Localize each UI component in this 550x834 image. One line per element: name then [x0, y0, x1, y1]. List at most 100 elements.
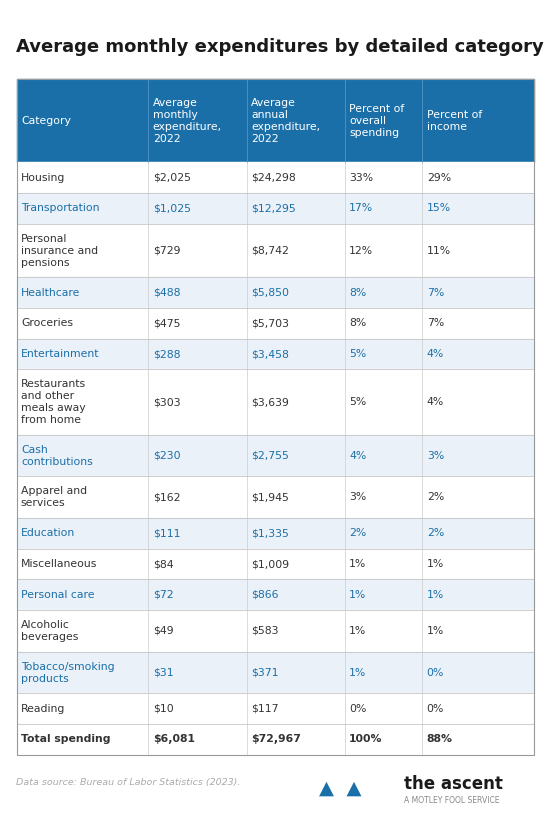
Text: 5%: 5%	[349, 397, 366, 407]
Bar	[16, 518, 534, 549]
Text: 3%: 3%	[427, 450, 444, 460]
Bar	[16, 224, 534, 278]
Bar	[16, 435, 534, 476]
Text: the ascent: the ascent	[404, 775, 503, 793]
Text: 4%: 4%	[427, 397, 444, 407]
Text: $3,639: $3,639	[251, 397, 289, 407]
Text: 7%: 7%	[427, 288, 444, 298]
Bar	[16, 369, 534, 435]
Text: $1,335: $1,335	[251, 529, 289, 539]
Text: Data source: Bureau of Labor Statistics (2023).: Data source: Bureau of Labor Statistics …	[16, 778, 241, 786]
Text: Restaurants
and other
meals away
from home: Restaurants and other meals away from ho…	[21, 379, 86, 425]
Text: $1,025: $1,025	[153, 203, 191, 214]
Text: $866: $866	[251, 590, 278, 600]
Bar	[16, 724, 534, 755]
Text: 88%: 88%	[427, 735, 453, 745]
Text: $488: $488	[153, 288, 180, 298]
Text: 0%: 0%	[349, 704, 366, 714]
Text: 33%: 33%	[349, 173, 373, 183]
Text: 5%: 5%	[349, 349, 366, 359]
Text: Apparel and
services: Apparel and services	[21, 486, 87, 508]
Text: 1%: 1%	[349, 667, 366, 677]
Text: Percent of
overall
spending: Percent of overall spending	[349, 103, 404, 138]
Text: $3,458: $3,458	[251, 349, 289, 359]
Text: Tobacco/smoking
products: Tobacco/smoking products	[21, 661, 114, 684]
Text: Category: Category	[21, 116, 71, 126]
Text: Reading: Reading	[21, 704, 65, 714]
Text: 100%: 100%	[349, 735, 383, 745]
Text: Education: Education	[21, 529, 75, 539]
Text: Personal
insurance and
pensions: Personal insurance and pensions	[21, 234, 98, 268]
Text: 0%: 0%	[427, 704, 444, 714]
Text: 8%: 8%	[349, 319, 366, 329]
Text: $371: $371	[251, 667, 278, 677]
Text: 29%: 29%	[427, 173, 451, 183]
Text: $2,025: $2,025	[153, 173, 191, 183]
Text: $10: $10	[153, 704, 173, 714]
Bar	[16, 308, 534, 339]
Text: 15%: 15%	[427, 203, 451, 214]
Bar	[16, 193, 534, 224]
Text: 7%: 7%	[427, 319, 444, 329]
Bar	[16, 580, 534, 610]
Text: $24,298: $24,298	[251, 173, 296, 183]
Text: $31: $31	[153, 667, 173, 677]
Text: Personal care: Personal care	[21, 590, 95, 600]
Text: $12,295: $12,295	[251, 203, 296, 214]
Text: 4%: 4%	[349, 450, 366, 460]
Bar	[16, 278, 534, 308]
Text: $288: $288	[153, 349, 180, 359]
Bar	[16, 79, 534, 755]
Text: Housing: Housing	[21, 173, 65, 183]
Text: $1,945: $1,945	[251, 492, 289, 502]
Text: $2,755: $2,755	[251, 450, 289, 460]
Text: 2%: 2%	[349, 529, 366, 539]
Text: $5,850: $5,850	[251, 288, 289, 298]
Text: 1%: 1%	[349, 559, 366, 569]
Text: 12%: 12%	[349, 245, 373, 255]
Text: $5,703: $5,703	[251, 319, 289, 329]
Text: Average
monthly
expenditure,
2022: Average monthly expenditure, 2022	[153, 98, 222, 143]
Text: Entertainment: Entertainment	[21, 349, 100, 359]
Text: 1%: 1%	[427, 559, 444, 569]
Bar	[16, 651, 534, 693]
Bar	[16, 339, 534, 369]
Text: ▲  ▲: ▲ ▲	[319, 779, 361, 798]
Text: $583: $583	[251, 626, 278, 636]
Text: Healthcare: Healthcare	[21, 288, 80, 298]
Text: $117: $117	[251, 704, 278, 714]
Text: 1%: 1%	[427, 626, 444, 636]
Text: 0%: 0%	[427, 667, 444, 677]
Text: 1%: 1%	[349, 590, 366, 600]
Text: Average
annual
expenditure,
2022: Average annual expenditure, 2022	[251, 98, 320, 143]
Bar	[16, 610, 534, 651]
Text: $6,081: $6,081	[153, 735, 195, 745]
Bar	[16, 693, 534, 724]
Text: Groceries: Groceries	[21, 319, 73, 329]
Text: Miscellaneous: Miscellaneous	[21, 559, 97, 569]
Text: $72: $72	[153, 590, 173, 600]
Text: 3%: 3%	[349, 492, 366, 502]
Bar	[16, 79, 534, 163]
Text: 1%: 1%	[427, 590, 444, 600]
Text: 4%: 4%	[427, 349, 444, 359]
Text: Percent of
income: Percent of income	[427, 110, 482, 132]
Text: $729: $729	[153, 245, 180, 255]
Text: $162: $162	[153, 492, 180, 502]
Text: 1%: 1%	[349, 626, 366, 636]
Text: $84: $84	[153, 559, 173, 569]
Text: $475: $475	[153, 319, 180, 329]
Bar	[16, 549, 534, 580]
Text: $8,742: $8,742	[251, 245, 289, 255]
Text: 2%: 2%	[427, 492, 444, 502]
Text: 8%: 8%	[349, 288, 366, 298]
Text: A MOTLEY FOOL SERVICE: A MOTLEY FOOL SERVICE	[404, 796, 500, 805]
Text: Transportation: Transportation	[21, 203, 100, 214]
Text: Total spending: Total spending	[21, 735, 111, 745]
Text: $49: $49	[153, 626, 173, 636]
Text: Alcoholic
beverages: Alcoholic beverages	[21, 620, 78, 642]
Bar	[16, 163, 534, 193]
Bar	[16, 476, 534, 518]
Text: Cash
contributions: Cash contributions	[21, 445, 92, 467]
Text: 17%: 17%	[349, 203, 373, 214]
